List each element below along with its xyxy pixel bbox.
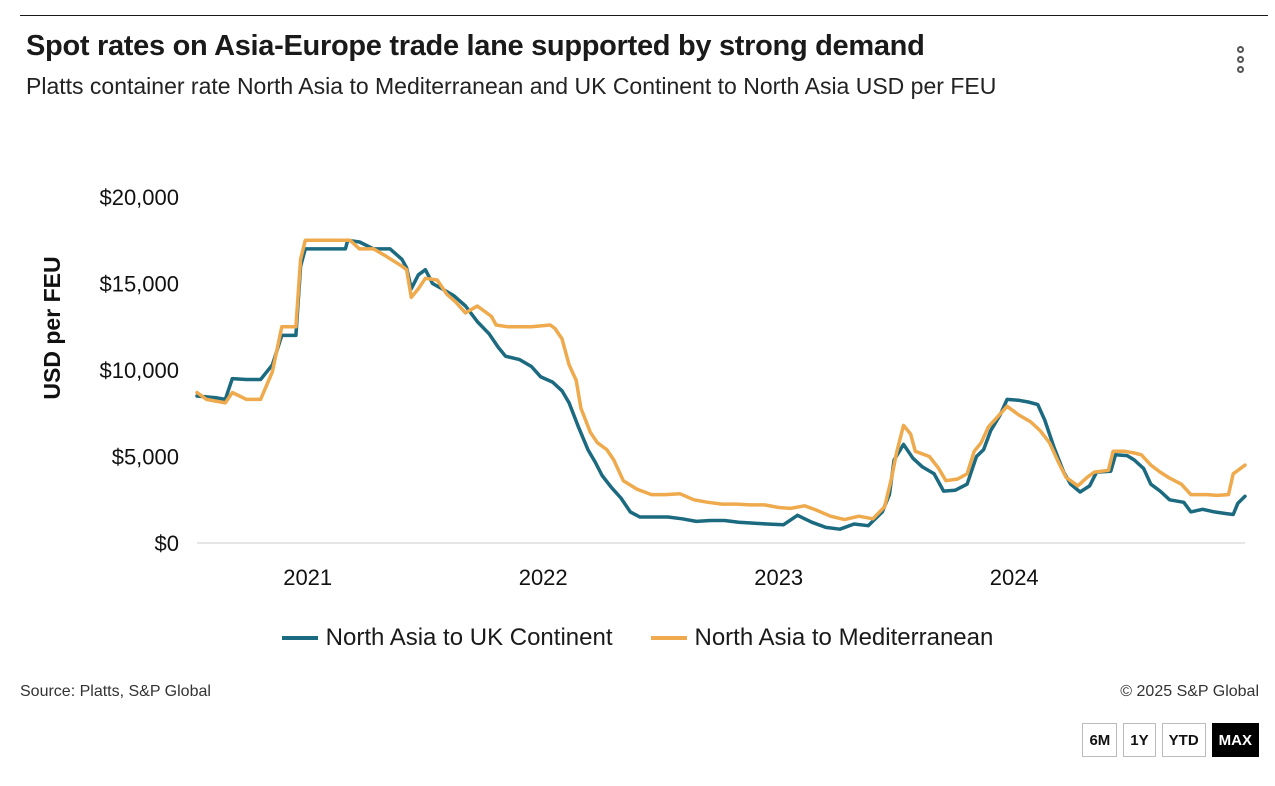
y-axis-title: USD per FEU [39, 256, 65, 399]
x-tick-label: 2022 [519, 565, 568, 590]
x-tick-label: 2023 [754, 565, 803, 590]
legend-swatch [281, 636, 318, 640]
y-tick-label: $0 [155, 531, 179, 556]
legend-swatch [650, 636, 687, 640]
chart-title: Spot rates on Asia-Europe trade lane sup… [26, 30, 925, 62]
y-tick-label: $15,000 [99, 272, 179, 297]
top-rule [20, 15, 1268, 16]
menu-dot [1236, 56, 1244, 63]
copyright-note: © 2025 S&P Global [1120, 683, 1259, 700]
line-chart: $0 $5,000 $10,000 $15,000 $20,000 2021 2022 202… [39, 185, 1247, 590]
chart-subtitle: Platts container rate North Asia to Medi… [26, 73, 997, 99]
y-tick-label: $10,000 [99, 358, 179, 383]
series-layer [195, 238, 1247, 531]
menu-dot [1236, 46, 1244, 53]
series-line-mediterranean[interactable] [195, 238, 1247, 522]
legend-label: North Asia to UK Continent [325, 624, 613, 651]
chart-legend: North Asia to UK Continent North Asia to … [0, 624, 1275, 652]
source-note: Source: Platts, S&P Global [20, 683, 211, 700]
range-button-6m[interactable]: 6M [1082, 723, 1118, 757]
series-line-uk-continent[interactable] [195, 238, 1247, 531]
x-tick-label: 2024 [990, 565, 1039, 590]
more-options-icon[interactable] [1229, 46, 1251, 86]
y-tick-label: $20,000 [99, 185, 179, 210]
y-tick-label: $5,000 [112, 445, 179, 470]
legend-item-mediterranean[interactable]: North Asia to Mediterranean [650, 624, 994, 652]
axis-layer: $0 $5,000 $10,000 $15,000 $20,000 2021 2022 202… [99, 185, 1038, 590]
legend-label: North Asia to Mediterranean [694, 624, 994, 651]
range-button-ytd[interactable]: YTD [1161, 723, 1206, 757]
range-button-max[interactable]: MAX [1211, 723, 1259, 757]
menu-dot [1236, 66, 1244, 73]
range-buttons: 6M 1Y YTD MAX [1082, 723, 1259, 757]
legend-item-uk-continent[interactable]: North Asia to UK Continent [281, 624, 613, 652]
x-tick-label: 2021 [283, 565, 332, 590]
range-button-1y[interactable]: 1Y [1123, 723, 1156, 757]
